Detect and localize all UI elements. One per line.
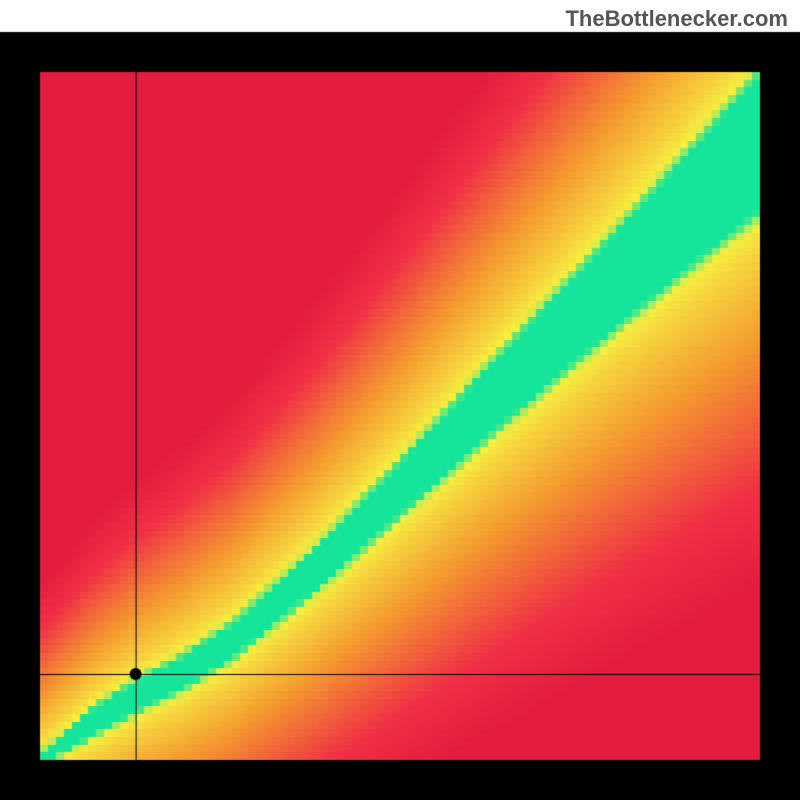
heatmap-canvas: [0, 0, 800, 800]
chart-frame: TheBottlenecker.com: [0, 0, 800, 800]
watermark-text: TheBottlenecker.com: [565, 6, 788, 32]
